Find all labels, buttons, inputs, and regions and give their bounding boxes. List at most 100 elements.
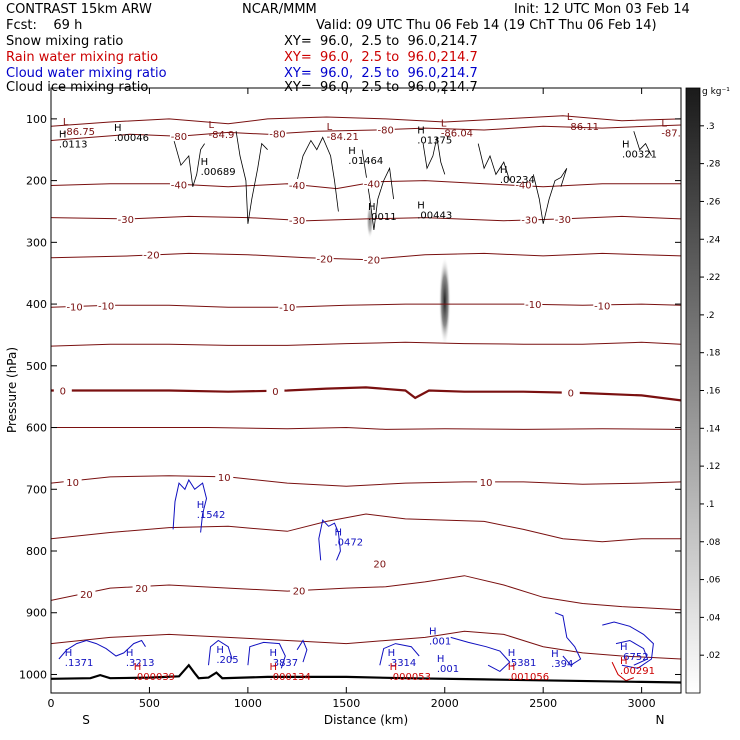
colorbar-tick-label: .12: [706, 462, 720, 472]
temperature-contour-label: -30: [289, 216, 305, 227]
xy-snow: XY= 96.0, 2.5 to 96.0,214.7: [284, 34, 478, 49]
extremum-marker: H: [59, 129, 67, 140]
x-tick-label: 3000: [628, 697, 656, 710]
temperature-contour: [51, 303, 681, 308]
temperature-contour-label: -30: [118, 215, 134, 226]
extremum-marker: H: [335, 528, 343, 539]
extremum-marker: L: [327, 122, 333, 133]
contour-label-bg: [593, 299, 612, 311]
x-tick-label: 2000: [431, 697, 459, 710]
extremum-marker: H: [417, 126, 425, 137]
extremum-marker: H: [508, 648, 516, 659]
colorbar-tick-label: .16: [706, 387, 721, 397]
extremum-value: -84.21: [327, 132, 359, 143]
temperature-contour: [51, 115, 681, 127]
contour-label-bg: [288, 214, 307, 226]
extremum-value: .00291: [620, 666, 655, 677]
extremum-value: .0011: [368, 212, 397, 223]
extremum-marker: H: [508, 662, 516, 673]
temperature-contour-label: -10: [594, 301, 610, 312]
temperature-contour: [51, 124, 681, 141]
temperature-contour-label: -10: [525, 300, 541, 311]
contour-label-bg: [477, 475, 496, 487]
cloud-ice-contour: [532, 168, 568, 224]
colorbar-tick-label: .1: [706, 500, 715, 510]
temperature-contour-label: 10: [480, 478, 493, 489]
extremum-marker: H: [201, 157, 209, 168]
field-rain: Rain water mixing ratio: [6, 50, 159, 65]
y-axis-label: Pressure (hPa): [5, 347, 19, 433]
extremum-value: .6752: [620, 652, 649, 663]
contour-label-bg: [169, 130, 188, 142]
extremum-marker: H: [134, 662, 142, 673]
model-title: CONTRAST 15km ARW: [6, 2, 152, 17]
rain-water-contour: [611, 661, 634, 682]
contour-label-bg: [514, 178, 533, 190]
extremum-marker: H: [551, 649, 559, 660]
contour-label-bg: [97, 299, 116, 311]
temperature-contour-label: 10: [218, 473, 231, 484]
y-tick-label: 700: [26, 483, 47, 496]
contour-label-bg: [370, 557, 389, 569]
temperature-contour-label: -30: [555, 215, 571, 226]
extremum-marker: H: [270, 662, 278, 673]
temperature-contour-label: -20: [143, 251, 159, 262]
extremum-value: .001056: [508, 672, 549, 683]
extremum-marker: L: [441, 118, 447, 129]
contour-label-bg: [315, 252, 334, 264]
extremum-marker: H: [620, 642, 628, 653]
init-label: Init: 12 UTC Mon 03 Feb 14: [514, 2, 690, 17]
contour-label-bg: [142, 248, 161, 260]
colorbar-tick-label: .26: [706, 197, 721, 207]
temperature-contour-label: -80: [171, 132, 187, 143]
colorbar-tick-label: .02: [706, 651, 720, 661]
extremum-value: -86.11: [567, 122, 599, 133]
extremum-value: .01464: [348, 156, 383, 167]
x-tick-label: 1500: [332, 697, 360, 710]
field-cloud-water: Cloud water mixing ratio: [6, 66, 167, 81]
xy-rain: XY= 96.0, 2.5 to 96.0,214.7: [284, 50, 478, 65]
extremum-value: .5381: [508, 658, 537, 669]
temperature-contour-label: 0: [568, 388, 574, 399]
temperature-contour-label: -10: [279, 303, 295, 314]
temperature-contour-label: 0: [272, 387, 278, 398]
contour-label-bg: [288, 178, 307, 190]
extremum-marker: H: [348, 146, 356, 157]
x-tick-label: 500: [139, 697, 160, 710]
temperature-contour-label: 20: [80, 590, 93, 601]
y-tick-label: 100: [26, 113, 47, 126]
contour-label-bg: [524, 298, 543, 310]
cloud-ice-contour: [477, 143, 511, 181]
cloud-water-contour: [554, 612, 582, 666]
temperature-contour-label: -20: [364, 256, 380, 267]
x-axis-label: Distance (km): [324, 713, 408, 727]
contour-label-bg: [376, 123, 395, 135]
extremum-value: .001: [429, 636, 451, 647]
extremum-marker: H: [270, 648, 278, 659]
extremum-value: .01375: [417, 136, 452, 147]
extremum-value: .0472: [335, 538, 364, 549]
temperature-contour: [51, 513, 681, 543]
cloud-water-contour: [58, 639, 146, 660]
temperature-contour-label: -80: [269, 130, 285, 141]
field-snow: Snow mixing ratio: [6, 34, 124, 49]
contour-label-bg: [561, 386, 580, 398]
contour-label-bg: [116, 212, 135, 224]
colorbar-tick-label: .3: [706, 122, 715, 132]
colorbar-tick-label: .14: [706, 424, 721, 434]
temperature-contour-label: -40: [289, 181, 305, 192]
south-label: S: [82, 713, 90, 727]
contour-label-bg: [266, 385, 285, 397]
extremum-value: -86.04: [441, 128, 473, 139]
extremum-value: .00689: [201, 167, 236, 178]
cloud-ice-contour: [296, 136, 339, 212]
temperature-contour-label: -10: [98, 301, 114, 312]
extremum-value: -87.4: [661, 128, 687, 139]
extremum-value: .0113: [59, 139, 88, 150]
valid-label: Valid: 09 UTC Thu 06 Feb 14 (19 ChT Thu …: [316, 18, 657, 33]
temperature-contour-label: 20: [135, 584, 148, 595]
extremum-marker: H: [620, 656, 628, 667]
cloud-ice-contour: [633, 131, 652, 157]
extremum-marker: H: [197, 500, 205, 511]
extremum-marker: H: [500, 165, 508, 176]
